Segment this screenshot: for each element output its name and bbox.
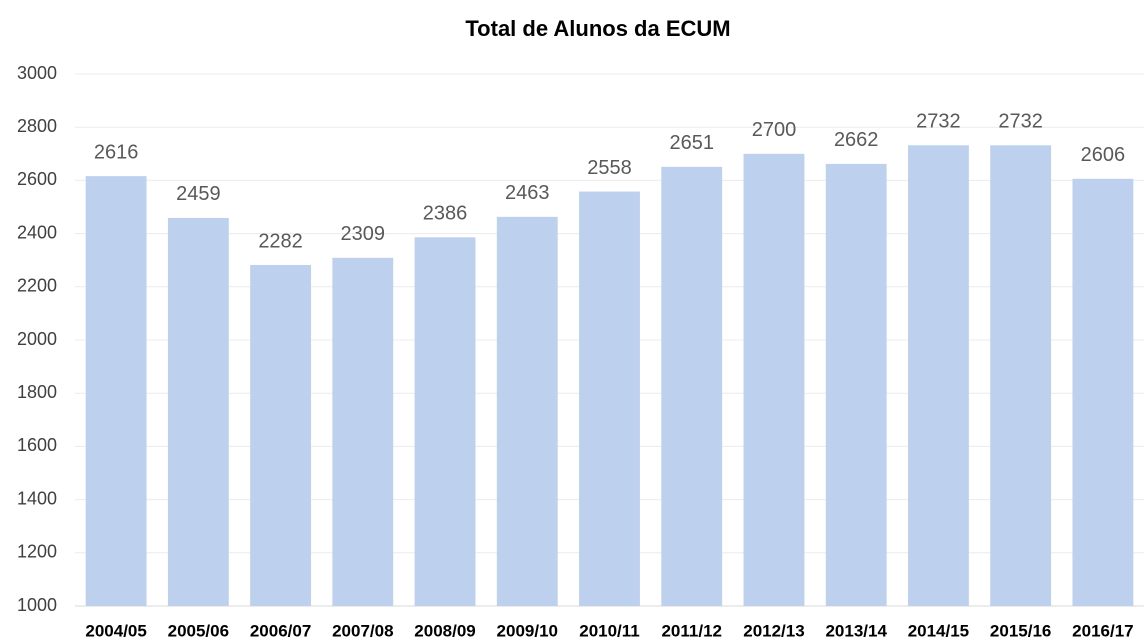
bar bbox=[825, 163, 887, 606]
bar bbox=[990, 145, 1052, 606]
data-label: 2651 bbox=[669, 132, 714, 154]
data-label: 2732 bbox=[916, 111, 961, 133]
bar bbox=[743, 153, 805, 607]
x-tick-label: 2012/13 bbox=[743, 621, 804, 640]
bar bbox=[414, 237, 476, 606]
x-tick-label: 2016/17 bbox=[1072, 621, 1133, 640]
y-tick-label: 1200 bbox=[17, 542, 57, 562]
y-tick-label: 1000 bbox=[17, 595, 57, 615]
bar bbox=[332, 257, 394, 606]
bar bbox=[579, 191, 640, 606]
x-tick-label: 2005/06 bbox=[168, 621, 229, 640]
data-label: 2616 bbox=[94, 141, 139, 163]
bar bbox=[167, 217, 229, 606]
x-tick-label: 2011/12 bbox=[661, 621, 722, 640]
x-tick-label: 2004/05 bbox=[85, 621, 146, 640]
x-tick-label: 2010/11 bbox=[579, 621, 640, 640]
y-tick-label: 2000 bbox=[17, 329, 57, 349]
y-tick-label: 3000 bbox=[17, 63, 57, 83]
chart-title: Total de Alunos da ECUM bbox=[465, 16, 730, 41]
bar bbox=[661, 166, 723, 607]
y-tick-label: 2200 bbox=[17, 276, 57, 296]
y-tick-label: 2800 bbox=[17, 116, 57, 136]
data-label: 2558 bbox=[587, 157, 632, 179]
y-tick-label: 1600 bbox=[17, 435, 57, 455]
data-label: 2309 bbox=[341, 223, 386, 245]
data-label: 2606 bbox=[1081, 144, 1126, 166]
bar bbox=[907, 145, 969, 606]
data-label: 2732 bbox=[998, 111, 1043, 133]
y-tick-label: 2600 bbox=[17, 169, 57, 189]
data-label: 2459 bbox=[176, 183, 221, 205]
bar bbox=[250, 264, 312, 606]
data-label: 2700 bbox=[752, 119, 797, 141]
data-label: 2662 bbox=[834, 129, 879, 151]
x-tick-label: 2013/14 bbox=[825, 621, 887, 640]
y-tick-label: 2400 bbox=[17, 222, 57, 242]
x-tick-label: 2009/10 bbox=[497, 621, 558, 640]
x-tick-label: 2007/08 bbox=[332, 621, 393, 640]
x-tick-label: 2006/07 bbox=[250, 621, 311, 640]
data-label: 2386 bbox=[423, 203, 468, 225]
data-label: 2282 bbox=[258, 230, 303, 252]
bar bbox=[1072, 178, 1134, 606]
data-label: 2463 bbox=[505, 182, 550, 204]
bar bbox=[85, 176, 147, 607]
x-tick-label: 2015/16 bbox=[990, 621, 1051, 640]
x-tick-label: 2008/09 bbox=[414, 621, 475, 640]
bar bbox=[496, 216, 558, 607]
y-tick-label: 1400 bbox=[17, 488, 57, 508]
y-tick-label: 1800 bbox=[17, 382, 57, 402]
x-tick-label: 2014/15 bbox=[908, 621, 969, 640]
